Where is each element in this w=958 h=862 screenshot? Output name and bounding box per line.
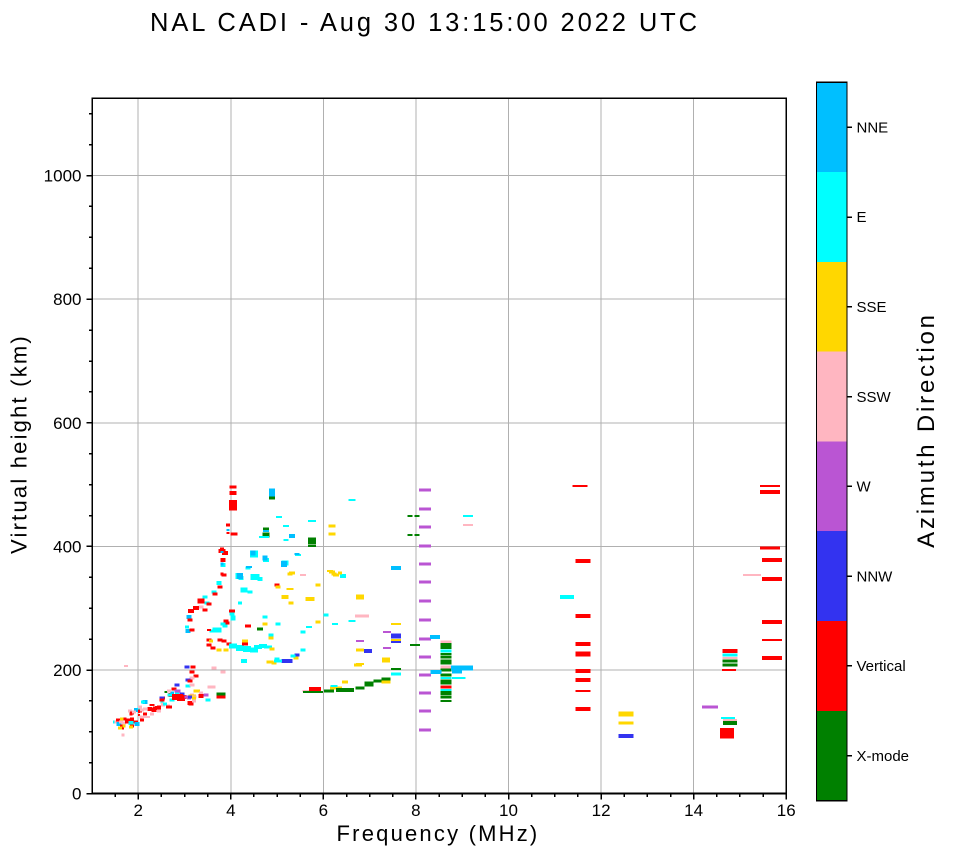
svg-text:10: 10 xyxy=(499,801,518,820)
svg-text:8: 8 xyxy=(411,801,420,820)
svg-text:SSE: SSE xyxy=(857,299,887,316)
svg-text:Vertical: Vertical xyxy=(857,658,906,675)
svg-text:Azimuth Direction: Azimuth Direction xyxy=(913,312,940,548)
svg-text:NAL CADI - Aug 30 13:15:00 202: NAL CADI - Aug 30 13:15:00 2022 UTC xyxy=(150,9,700,37)
svg-text:Virtual height (km): Virtual height (km) xyxy=(7,334,32,554)
svg-text:1000: 1000 xyxy=(44,167,82,186)
svg-text:200: 200 xyxy=(53,661,81,680)
svg-text:2: 2 xyxy=(133,801,142,820)
svg-text:600: 600 xyxy=(53,414,81,433)
svg-text:800: 800 xyxy=(53,290,81,309)
svg-text:SSW: SSW xyxy=(857,389,892,406)
svg-text:400: 400 xyxy=(53,537,81,556)
svg-text:NNE: NNE xyxy=(857,119,889,136)
svg-text:16: 16 xyxy=(777,801,796,820)
svg-text:E: E xyxy=(857,209,867,226)
svg-text:Frequency (MHz): Frequency (MHz) xyxy=(337,821,540,846)
svg-text:6: 6 xyxy=(319,801,328,820)
svg-text:0: 0 xyxy=(72,785,81,804)
svg-text:14: 14 xyxy=(684,801,703,820)
svg-text:NNW: NNW xyxy=(857,568,894,585)
svg-text:4: 4 xyxy=(226,801,235,820)
svg-text:X-mode: X-mode xyxy=(857,748,910,765)
svg-text:12: 12 xyxy=(592,801,611,820)
svg-text:W: W xyxy=(857,479,872,496)
